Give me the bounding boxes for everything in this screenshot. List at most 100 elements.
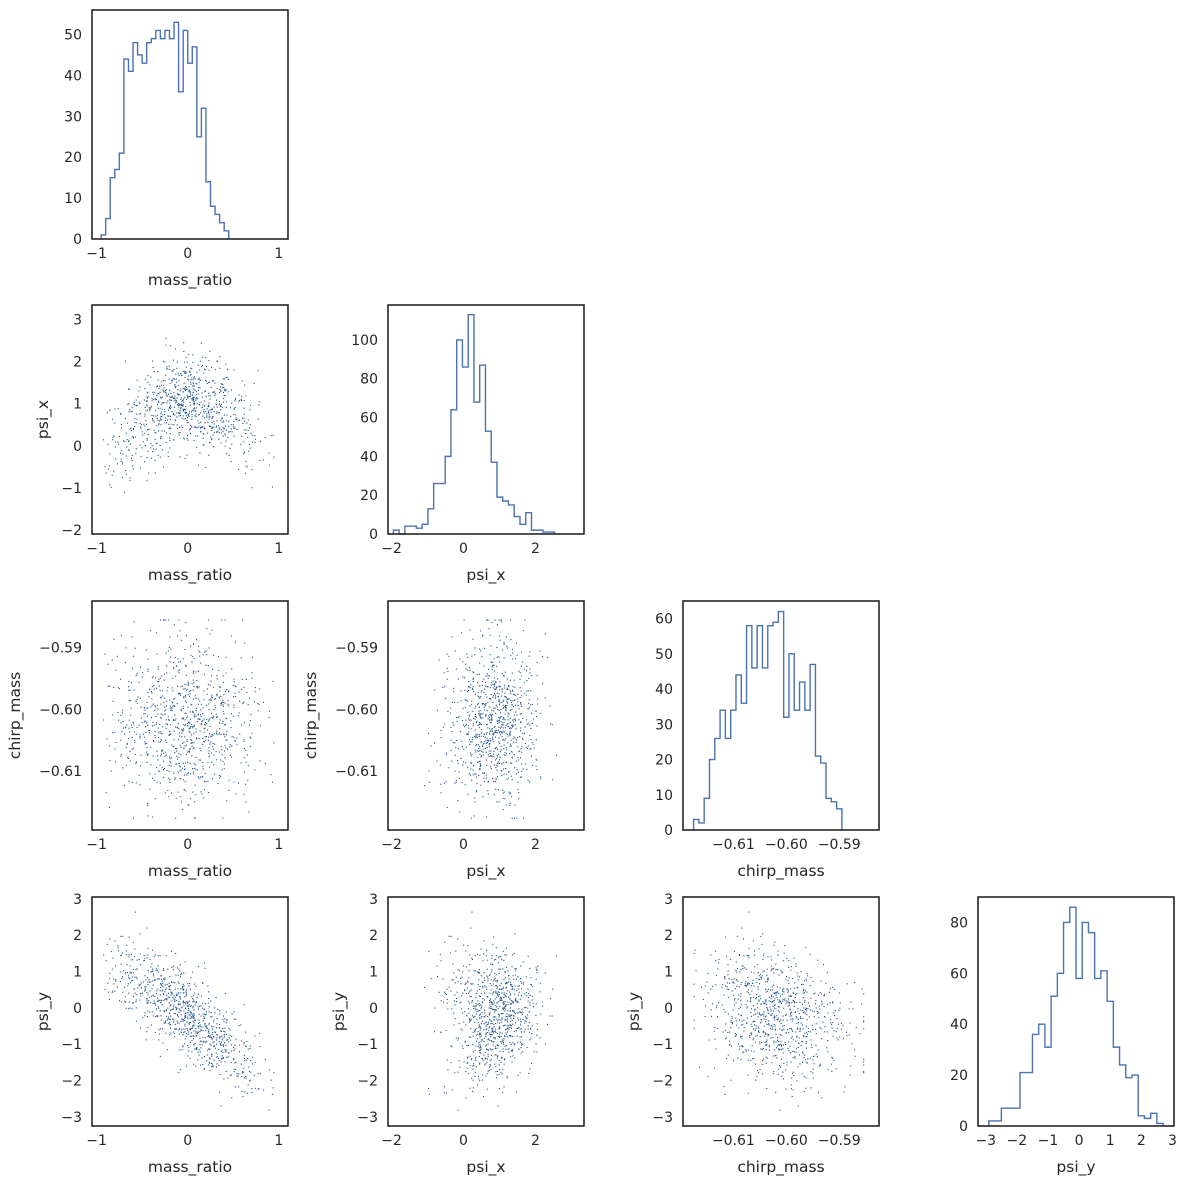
scatter-point — [493, 684, 495, 686]
scatter-point — [169, 407, 171, 410]
scatter-point — [503, 699, 505, 701]
scatter-point — [184, 719, 186, 721]
scatter-point — [473, 1051, 475, 1053]
x-tick-label-mass_ratio-2: 1 — [274, 541, 283, 557]
scatter-point — [491, 1008, 493, 1010]
scatter-point — [487, 1038, 490, 1040]
scatter-point — [211, 696, 214, 699]
scatter-point — [522, 961, 524, 963]
scatter-point — [121, 712, 123, 714]
scatter-point — [176, 635, 179, 637]
scatter-point — [145, 732, 147, 734]
scatter-point — [496, 692, 498, 694]
hist-steps-psi_y — [988, 906, 1164, 1126]
scatter-point — [224, 445, 226, 447]
scatter-point — [497, 991, 499, 993]
scatter-point — [503, 675, 505, 677]
scatter-point — [524, 742, 526, 744]
scatter-point — [475, 736, 478, 738]
scatter-point — [206, 1054, 208, 1056]
scatter-point — [522, 732, 524, 734]
scatter-point — [181, 399, 184, 402]
scatter-point — [121, 977, 123, 979]
scatter-point — [827, 1012, 829, 1014]
scatter-point — [515, 728, 517, 730]
scatter-point — [229, 1074, 231, 1076]
scatter-point — [223, 1030, 225, 1033]
scatter-point — [501, 1032, 503, 1034]
scatter-point — [199, 700, 201, 702]
scatter-point — [489, 974, 491, 976]
scatter-point — [832, 1002, 834, 1004]
scatter-point — [214, 1007, 216, 1009]
scatter-point — [462, 676, 464, 678]
scatter-point — [516, 1000, 518, 1002]
scatter-point — [471, 1077, 473, 1079]
scatter-point — [504, 1036, 506, 1038]
scatter-point — [231, 1035, 233, 1037]
scatter-point — [228, 690, 230, 692]
scatter-point — [499, 689, 501, 691]
scatter-point — [169, 405, 172, 407]
scatter-point — [448, 935, 450, 937]
scatter-point — [521, 737, 523, 740]
scatter-point — [551, 1015, 553, 1017]
scatter-point — [764, 1032, 766, 1034]
hist-bar-mass_ratio-18 — [183, 30, 188, 239]
scatter-point — [159, 741, 162, 743]
scatter-point — [469, 1055, 471, 1057]
scatter-point — [524, 993, 526, 995]
scatter-point — [183, 789, 185, 791]
scatter-point — [489, 1039, 491, 1041]
scatter-point — [521, 1036, 523, 1038]
hist-steps-mass_ratio — [100, 21, 230, 239]
scatter-point — [205, 664, 207, 666]
scatter-point — [183, 741, 185, 743]
scatter-point — [189, 690, 192, 692]
scatter-point — [158, 393, 160, 395]
scatter-point — [210, 411, 212, 413]
scatter-point — [469, 774, 472, 776]
hist-bar-psi_x-21 — [514, 517, 520, 534]
scatter-point — [125, 1007, 127, 1009]
scatter-point — [208, 359, 210, 362]
x-tick-label-mass_ratio-2: 1 — [274, 1133, 283, 1149]
scatter-point — [517, 771, 519, 773]
scatter-point — [738, 1027, 740, 1029]
scatter-point — [240, 398, 242, 401]
scatter-point — [167, 789, 169, 792]
scatter-point — [204, 1025, 206, 1027]
scatter-point — [189, 1021, 192, 1023]
hist-bar-chirp_mass-18 — [789, 654, 794, 830]
scatter-point — [200, 662, 202, 664]
x-axis-label-psi_x: psi_x — [466, 1158, 505, 1177]
scatter-point — [521, 1031, 523, 1033]
scatter-point — [163, 619, 165, 621]
scatter-point — [179, 997, 181, 999]
scatter-point — [208, 1061, 210, 1063]
scatter-point — [167, 415, 169, 417]
scatter-point — [242, 1095, 244, 1098]
scatter-point — [212, 668, 214, 670]
scatter-point — [171, 370, 173, 372]
scatter-point — [145, 998, 148, 1000]
scatter-point — [193, 724, 195, 726]
scatter-point — [487, 740, 489, 742]
scatter-point — [151, 445, 153, 447]
scatter-point — [160, 415, 162, 418]
scatter-point — [531, 703, 533, 705]
scatter-point — [478, 1044, 480, 1046]
scatter-point — [512, 689, 514, 691]
scatter-point — [765, 1049, 767, 1051]
scatter-point — [748, 911, 750, 913]
scatter-point — [126, 944, 128, 946]
scatter-point — [469, 739, 471, 741]
scatter-point — [172, 413, 174, 416]
scatter-point — [217, 655, 220, 657]
scatter-point — [226, 689, 228, 691]
scatter-point — [210, 680, 212, 682]
scatter-point — [475, 1013, 478, 1015]
scatter-point — [207, 684, 209, 686]
scatter-point — [740, 1036, 742, 1038]
